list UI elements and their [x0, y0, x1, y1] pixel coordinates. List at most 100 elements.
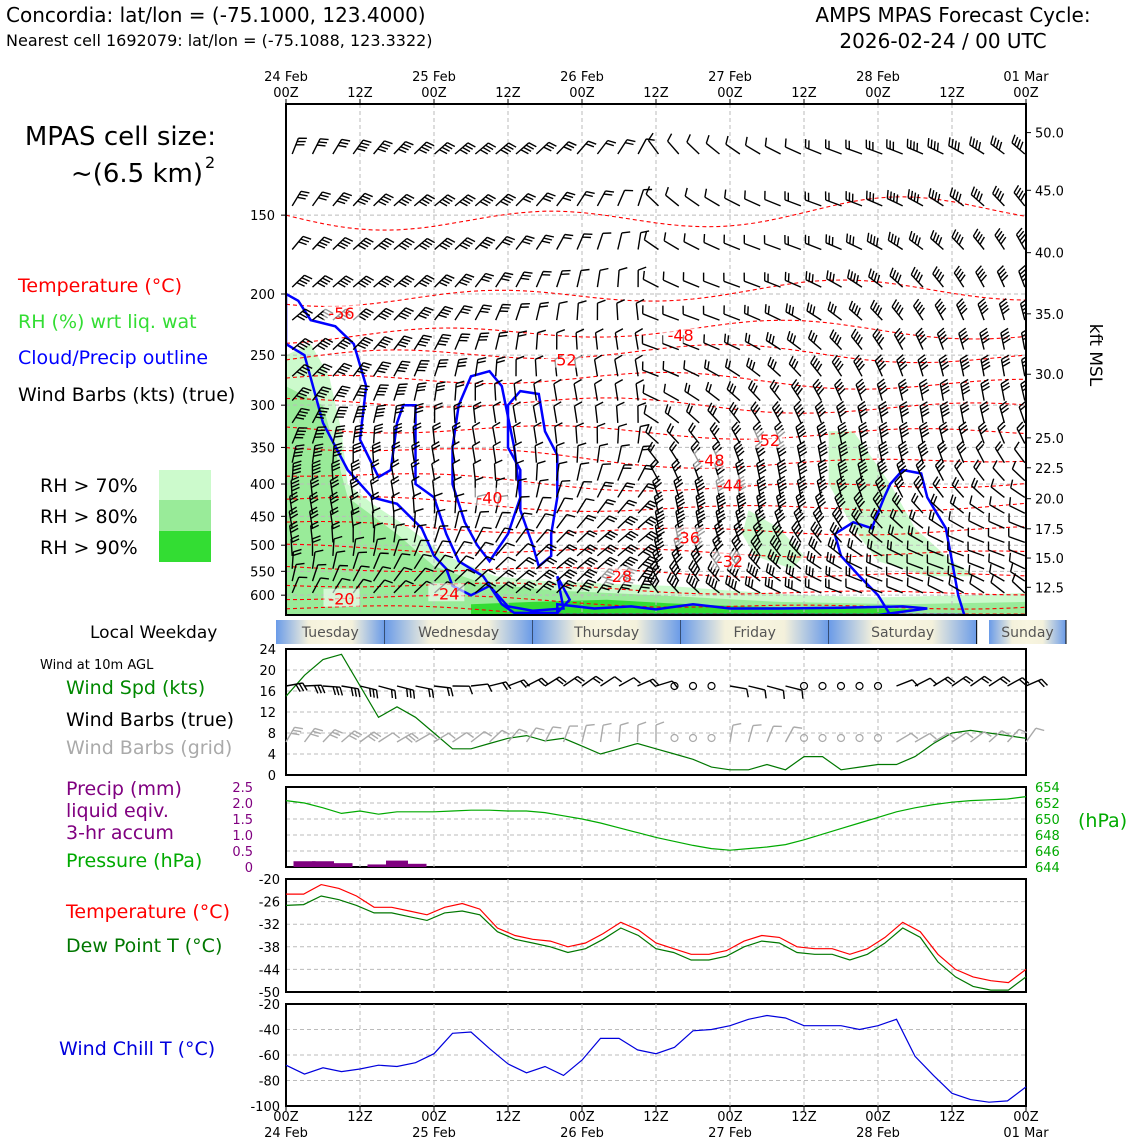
wind-barb: [906, 540, 924, 557]
wind-barb: [373, 579, 393, 594]
wind-barb: [764, 190, 781, 207]
wind-barb: [515, 512, 533, 529]
wind-barb: [908, 230, 924, 251]
wind-barb: [533, 378, 542, 401]
wind-barb: [1018, 264, 1026, 288]
wind-barb-10m: [433, 685, 454, 697]
wind-barb: [865, 578, 883, 594]
wind-barb: [973, 459, 985, 482]
wind-barb: [413, 237, 436, 251]
wind-barb: [872, 328, 885, 350]
top-tick-date: 25 Feb: [412, 70, 456, 85]
wind-barb: [474, 236, 496, 250]
bottom-tick-hour: 12Z: [643, 1110, 669, 1125]
wind-barb: [715, 491, 727, 514]
calm-circle: [688, 681, 698, 691]
bottom-tick-hour: 00Z: [1013, 1110, 1039, 1125]
wind-barb: [451, 421, 461, 444]
wind-barb: [311, 191, 331, 207]
wind-barb: [637, 543, 659, 557]
p3-pressure-tick: 646: [1035, 845, 1060, 860]
wind-barb: [515, 459, 525, 481]
wind-barb: [454, 305, 473, 321]
wind-barb: [451, 440, 460, 463]
wind-barb: [756, 491, 767, 514]
right-tick-label: 20.0: [1035, 493, 1064, 508]
p4-ytick-label: -20: [259, 873, 280, 888]
wind-barb: [474, 526, 492, 543]
wind-barb: [1011, 573, 1026, 594]
wind-barb: [829, 521, 843, 543]
wind-barb: [352, 384, 370, 401]
top-tick-hour: 00Z: [421, 86, 447, 101]
wind-barb: [535, 270, 552, 288]
wind-barb: [814, 491, 827, 514]
wind-barb: [694, 475, 706, 498]
bottom-tick-date: 25 Feb: [412, 1126, 456, 1140]
cloud-outline-bottom: [556, 602, 928, 615]
wind-barb: [492, 421, 501, 444]
wind-barb-grid: [507, 728, 528, 743]
wind-barb: [493, 459, 503, 481]
wind-barb: [947, 541, 964, 557]
wind-barb-grid: [747, 724, 762, 743]
wind-barb: [847, 538, 863, 557]
wind-barb: [927, 526, 944, 544]
wind-barb: [576, 190, 595, 207]
wind-barb: [725, 135, 741, 155]
wind-barb: [576, 268, 590, 288]
wind-barb: [784, 138, 802, 155]
wind-barb: [413, 553, 432, 570]
wind-barb: [826, 270, 842, 288]
wind-barb: [309, 506, 319, 529]
wind-barb-grid: [341, 730, 363, 743]
temp-label: -28: [606, 567, 632, 586]
wind-barb: [1011, 134, 1026, 155]
wind-barb: [352, 362, 372, 377]
wind-barb: [637, 266, 647, 288]
wind-barb: [703, 233, 720, 251]
wind-barb: [767, 356, 782, 377]
wind-barb: [393, 383, 408, 401]
bottom-tick-hour: 00Z: [865, 1110, 891, 1125]
wind-barb: [495, 556, 517, 570]
wind-barb: [788, 355, 802, 377]
wind-barb: [848, 522, 863, 543]
wind-barb-grid: [285, 726, 304, 743]
wind-barb: [723, 305, 741, 321]
wind-barb: [682, 305, 700, 321]
wind-barb: [373, 336, 393, 351]
wind-barb: [774, 506, 786, 529]
wind-barb: [1008, 528, 1026, 544]
pressure-line: [285, 796, 1027, 851]
p4-ytick-label: -26: [259, 896, 280, 911]
wind-barb-grid: [581, 723, 595, 743]
wind-barb: [534, 355, 544, 377]
wind-barb: [874, 475, 887, 498]
wind-barb: [332, 550, 346, 569]
top-tick-hour: 12Z: [791, 86, 817, 101]
p5-ytick-label: -20: [259, 998, 280, 1013]
wind-barb: [930, 493, 944, 514]
wind-barb-10m: [729, 685, 749, 698]
wind-barb: [515, 569, 537, 582]
wind-barb: [413, 402, 424, 423]
wind-barb: [556, 497, 574, 514]
wind-barb: [723, 272, 741, 288]
bottom-tick-date: 28 Feb: [856, 1126, 900, 1140]
wind-barb: [715, 506, 726, 529]
wind-barb: [515, 303, 530, 321]
wind-barb: [637, 577, 655, 594]
wind-barb: [913, 475, 924, 498]
wind-barb: [495, 542, 515, 557]
top-tick-hour: 00Z: [1013, 86, 1039, 101]
wind-barb: [906, 554, 924, 570]
wind-barb: [291, 137, 307, 155]
wind-barb: [785, 303, 802, 321]
wind-barb: [576, 300, 587, 321]
wind-barb: [939, 378, 950, 401]
wind-barb: [617, 444, 630, 463]
wind-barb: [556, 544, 578, 557]
wind-barb: [617, 423, 628, 444]
